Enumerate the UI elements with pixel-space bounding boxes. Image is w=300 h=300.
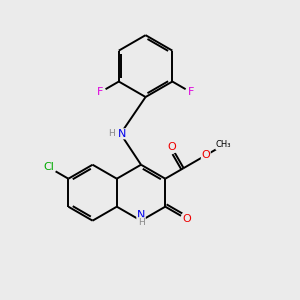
Text: CH₃: CH₃ (216, 140, 231, 149)
Text: H: H (108, 129, 115, 138)
Text: F: F (188, 87, 194, 98)
Text: O: O (201, 150, 210, 160)
Text: F: F (97, 87, 103, 98)
Text: N: N (118, 129, 126, 139)
Text: Cl: Cl (43, 162, 54, 172)
Text: N: N (137, 210, 145, 220)
Text: O: O (182, 214, 191, 224)
Text: H: H (138, 218, 144, 226)
Text: O: O (167, 142, 176, 152)
